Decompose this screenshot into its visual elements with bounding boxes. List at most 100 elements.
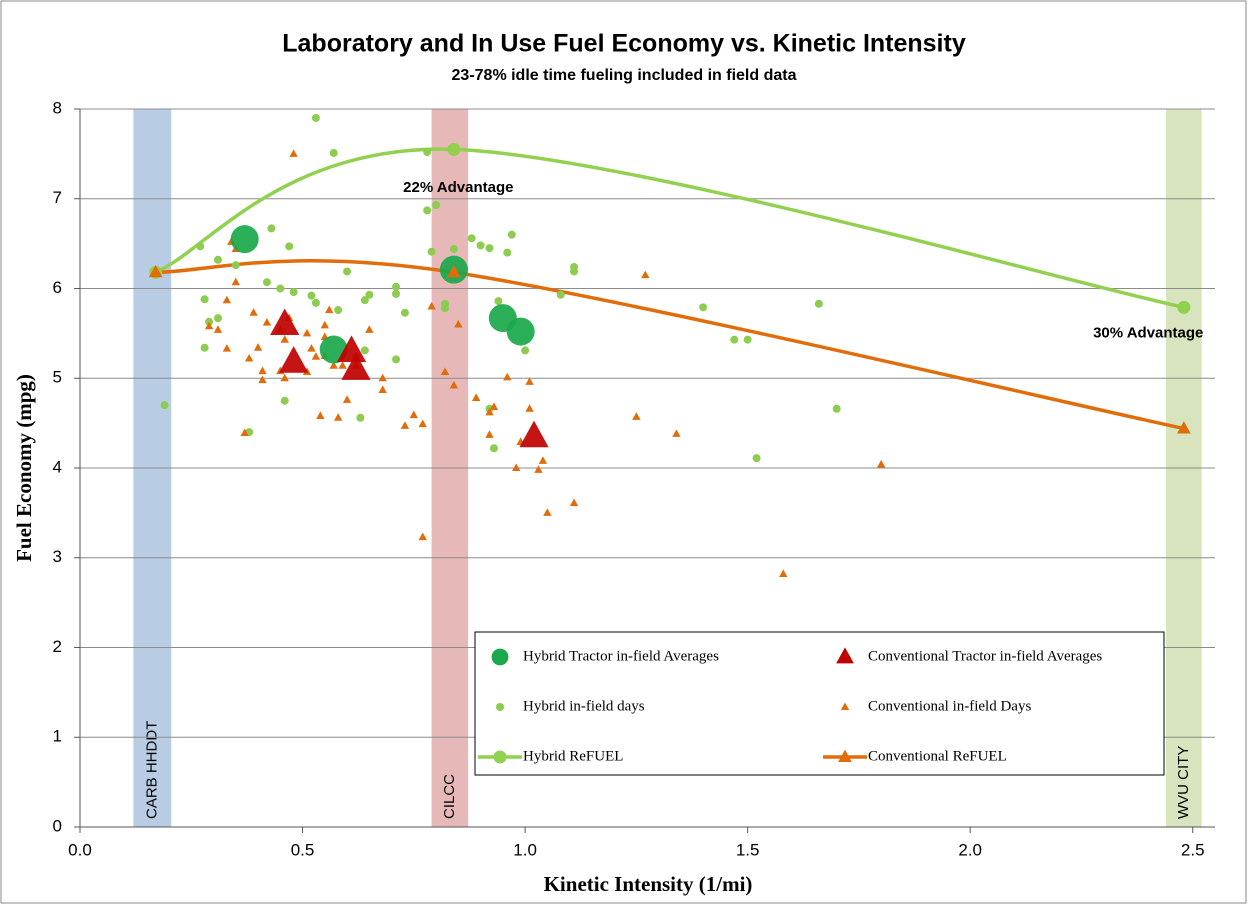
data-point: [336, 335, 367, 362]
y-tick-label: 3: [53, 547, 62, 566]
legend-label: Hybrid Tractor in-field Averages: [523, 648, 719, 664]
data-point: [485, 407, 494, 416]
data-point: [489, 402, 499, 411]
data-point: [249, 308, 258, 316]
data-point: [503, 372, 512, 381]
data-point: [365, 325, 374, 333]
data-point: [240, 428, 249, 437]
data-point: [485, 430, 494, 438]
legend: Hybrid Tractor in-field Averages Conventi…: [474, 631, 1165, 776]
data-point: [485, 244, 494, 253]
data-point: [392, 355, 401, 364]
data-point: [253, 343, 263, 351]
data-point: [519, 420, 549, 448]
data-point: [427, 301, 436, 310]
data-point: [262, 278, 271, 287]
data-point: [525, 404, 534, 412]
data-point: [556, 290, 565, 299]
data-point: [730, 335, 739, 344]
y-tick-label: 6: [53, 278, 62, 297]
legend-label: Hybrid ReFUEL: [523, 748, 623, 764]
x-axis-title: Kinetic Intensity (1/mi): [544, 872, 753, 896]
data-point: [356, 413, 365, 422]
data-point: [427, 247, 436, 256]
data-point: [494, 297, 503, 306]
data-point: [447, 142, 461, 156]
x-tick-label: 1.5: [736, 840, 760, 859]
data-point: [449, 245, 458, 254]
y-tick-label: 7: [53, 188, 62, 207]
data-point: [311, 113, 320, 122]
legend-marker: [493, 750, 507, 764]
data-point: [752, 454, 761, 463]
legend-label: Conventional Tractor in-field Averages: [868, 648, 1102, 664]
data-point: [270, 308, 300, 336]
data-point: [160, 401, 169, 410]
data-point: [876, 459, 886, 468]
data-point: [311, 298, 320, 307]
data-point: [329, 361, 338, 369]
data-point: [204, 321, 214, 330]
data-point: [832, 404, 841, 413]
data-point: [503, 248, 512, 257]
y-tick-label: 8: [53, 98, 62, 117]
data-point: [378, 385, 387, 393]
data-point: [289, 149, 298, 157]
data-point: [538, 456, 548, 464]
data-point: [333, 413, 343, 421]
data-point: [699, 303, 708, 312]
data-point: [392, 289, 401, 298]
x-tick-label: 1.0: [513, 840, 537, 859]
x-tick-label: 0.5: [291, 840, 315, 859]
data-point: [280, 396, 289, 405]
legend-marker: [496, 703, 504, 711]
data-point: [418, 419, 427, 428]
data-point: [423, 206, 432, 215]
data-point: [632, 412, 641, 420]
data-point: [392, 282, 401, 291]
data-point: [449, 380, 459, 389]
data-point: [1177, 421, 1191, 434]
x-tick-label: 2.0: [958, 840, 982, 859]
band-label: CARB HHDDT: [143, 721, 160, 819]
data-point: [779, 569, 788, 577]
legend-label: Conventional ReFUEL: [868, 748, 1007, 764]
data-point: [343, 267, 352, 276]
data-point: [329, 148, 338, 157]
data-point: [409, 410, 419, 419]
legend-box: [474, 631, 1165, 776]
legend-label: Conventional in-field Days: [868, 698, 1031, 714]
data-point: [307, 291, 316, 300]
data-point: [262, 318, 272, 326]
data-point: [534, 465, 543, 473]
data-point: [512, 463, 521, 472]
data-point: [1177, 300, 1191, 314]
legend-marker: [840, 702, 850, 711]
data-point: [289, 288, 298, 297]
data-point: [570, 262, 579, 271]
data-point: [231, 277, 240, 286]
data-point: [213, 325, 223, 333]
chart-subtitle: 23-78% idle time fueling included in fie…: [452, 67, 797, 84]
y-axis-title: Fuel Economy (mpg): [12, 374, 36, 562]
data-point: [814, 299, 823, 308]
data-point: [311, 352, 321, 360]
legend-label: Hybrid in-field days: [523, 698, 645, 714]
data-point: [454, 319, 463, 328]
band-label: CILCC: [441, 774, 458, 819]
data-point: [222, 295, 232, 304]
data-point: [276, 284, 285, 293]
data-point: [200, 295, 209, 304]
data-point: [244, 353, 254, 362]
x-tick-label: 0.0: [68, 840, 92, 859]
data-point: [196, 242, 205, 251]
legend-marker: [836, 647, 854, 664]
x-tick-label: 2.5: [1181, 840, 1205, 859]
data-point: [507, 230, 516, 239]
data-point: [378, 373, 387, 382]
data-point: [334, 306, 343, 315]
data-point: [743, 335, 752, 344]
data-point: [423, 148, 432, 157]
y-tick-label: 1: [53, 727, 62, 746]
annotation: 30% Advantage: [1093, 324, 1203, 341]
